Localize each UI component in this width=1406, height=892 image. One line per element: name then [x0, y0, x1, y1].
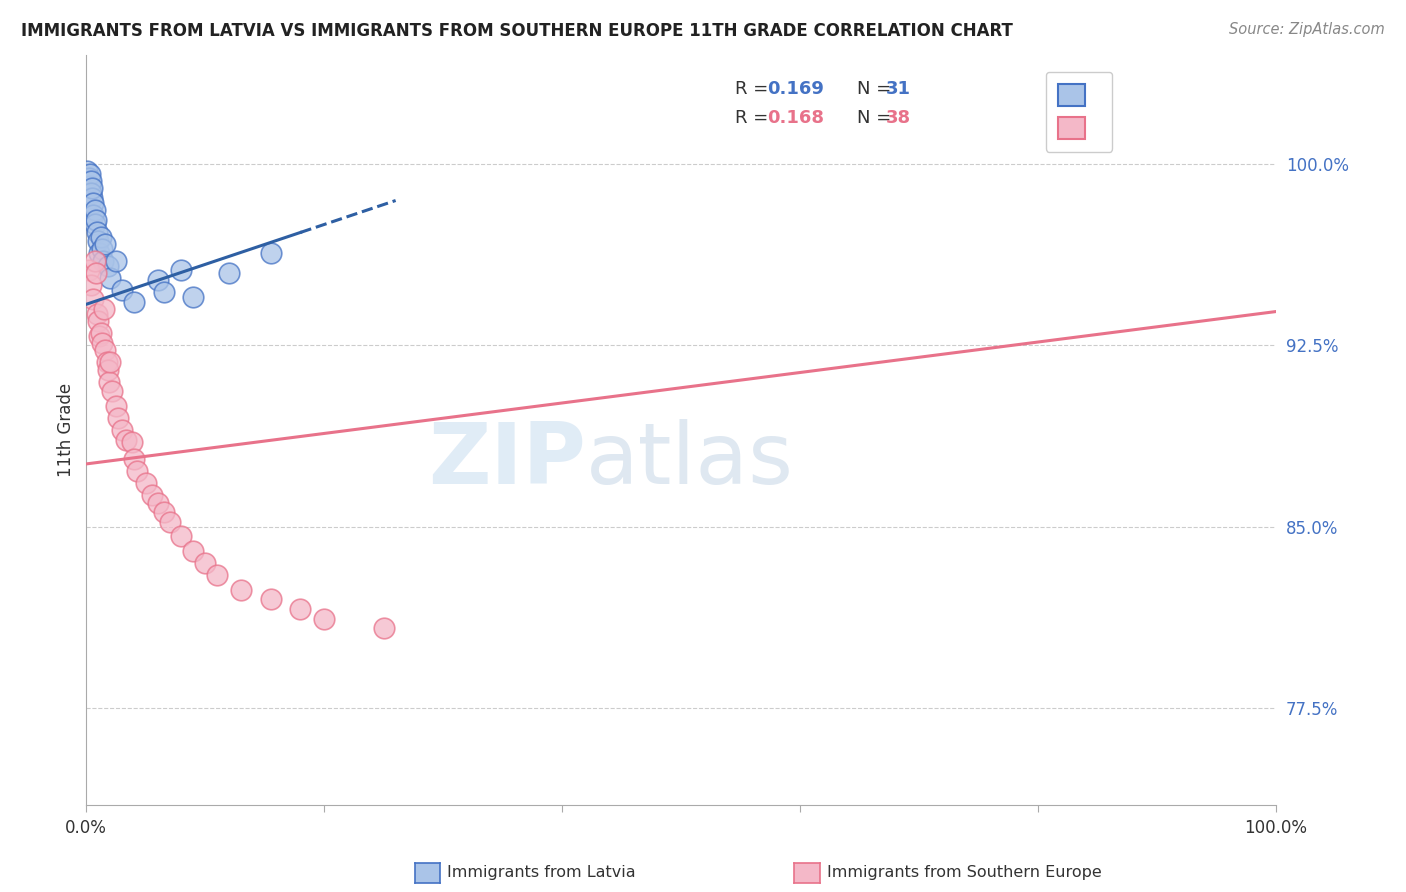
- Point: [77, 171, 100, 186]
- Point: [89, 246, 111, 260]
- Point: [183, 544, 205, 558]
- Point: [90, 242, 112, 256]
- Point: [96, 355, 118, 369]
- Point: [373, 621, 395, 635]
- Text: Immigrants from Latvia: Immigrants from Latvia: [447, 865, 636, 880]
- Point: [260, 246, 283, 260]
- Text: atlas: atlas: [586, 418, 794, 501]
- Point: [94, 236, 117, 251]
- Point: [86, 307, 108, 321]
- Point: [141, 488, 163, 502]
- Point: [97, 259, 120, 273]
- Point: [152, 505, 174, 519]
- Point: [194, 556, 217, 570]
- Point: [76, 164, 98, 178]
- Point: [89, 328, 111, 343]
- Point: [111, 283, 134, 297]
- Point: [93, 302, 115, 317]
- Point: [94, 343, 117, 358]
- Point: [107, 411, 129, 425]
- Point: [314, 612, 336, 626]
- Point: [90, 326, 112, 341]
- Point: [105, 253, 128, 268]
- Point: [90, 336, 112, 351]
- Point: [260, 592, 283, 607]
- Point: [159, 515, 181, 529]
- Point: [83, 253, 105, 268]
- Point: [82, 195, 104, 210]
- Point: [114, 433, 136, 447]
- Point: [98, 355, 121, 369]
- Point: [170, 263, 193, 277]
- Point: [121, 435, 143, 450]
- Text: 0.168: 0.168: [766, 109, 824, 128]
- Text: ZIP: ZIP: [429, 418, 586, 501]
- Point: [77, 263, 100, 277]
- Text: 31: 31: [886, 80, 911, 98]
- Point: [122, 294, 145, 309]
- Point: [82, 181, 104, 195]
- Point: [91, 253, 114, 268]
- Legend: , : ,: [1046, 71, 1112, 152]
- Point: [146, 495, 169, 509]
- Point: [218, 266, 240, 280]
- Point: [84, 266, 107, 280]
- Point: [290, 602, 312, 616]
- Text: IMMIGRANTS FROM LATVIA VS IMMIGRANTS FROM SOUTHERN EUROPE 11TH GRADE CORRELATION: IMMIGRANTS FROM LATVIA VS IMMIGRANTS FRO…: [21, 22, 1012, 40]
- Point: [105, 399, 128, 413]
- Point: [122, 452, 145, 467]
- Point: [83, 202, 105, 217]
- Point: [87, 314, 110, 328]
- Point: [205, 568, 228, 582]
- Point: [83, 218, 105, 232]
- Text: 0.169: 0.169: [766, 80, 824, 98]
- Point: [97, 375, 120, 389]
- Point: [82, 191, 104, 205]
- Point: [84, 212, 107, 227]
- Point: [79, 178, 101, 193]
- Point: [146, 273, 169, 287]
- Text: N =: N =: [858, 80, 897, 98]
- Point: [80, 277, 103, 292]
- Text: R =: R =: [735, 80, 773, 98]
- Point: [170, 529, 193, 543]
- Point: [90, 229, 112, 244]
- Point: [183, 290, 205, 304]
- Y-axis label: 11th Grade: 11th Grade: [58, 383, 75, 477]
- Point: [101, 384, 124, 399]
- Point: [98, 270, 121, 285]
- Point: [82, 293, 104, 307]
- Point: [79, 167, 101, 181]
- Point: [229, 582, 252, 597]
- Text: Immigrants from Southern Europe: Immigrants from Southern Europe: [827, 865, 1101, 880]
- Point: [87, 235, 110, 249]
- Text: N =: N =: [858, 109, 897, 128]
- Text: R =: R =: [735, 109, 773, 128]
- Point: [80, 186, 103, 200]
- Point: [86, 225, 108, 239]
- Point: [127, 464, 149, 478]
- Point: [82, 208, 104, 222]
- Point: [97, 362, 120, 376]
- Point: [111, 423, 134, 437]
- Point: [152, 285, 174, 300]
- Text: Source: ZipAtlas.com: Source: ZipAtlas.com: [1229, 22, 1385, 37]
- Text: 38: 38: [886, 109, 911, 128]
- Point: [135, 476, 157, 491]
- Point: [80, 174, 103, 188]
